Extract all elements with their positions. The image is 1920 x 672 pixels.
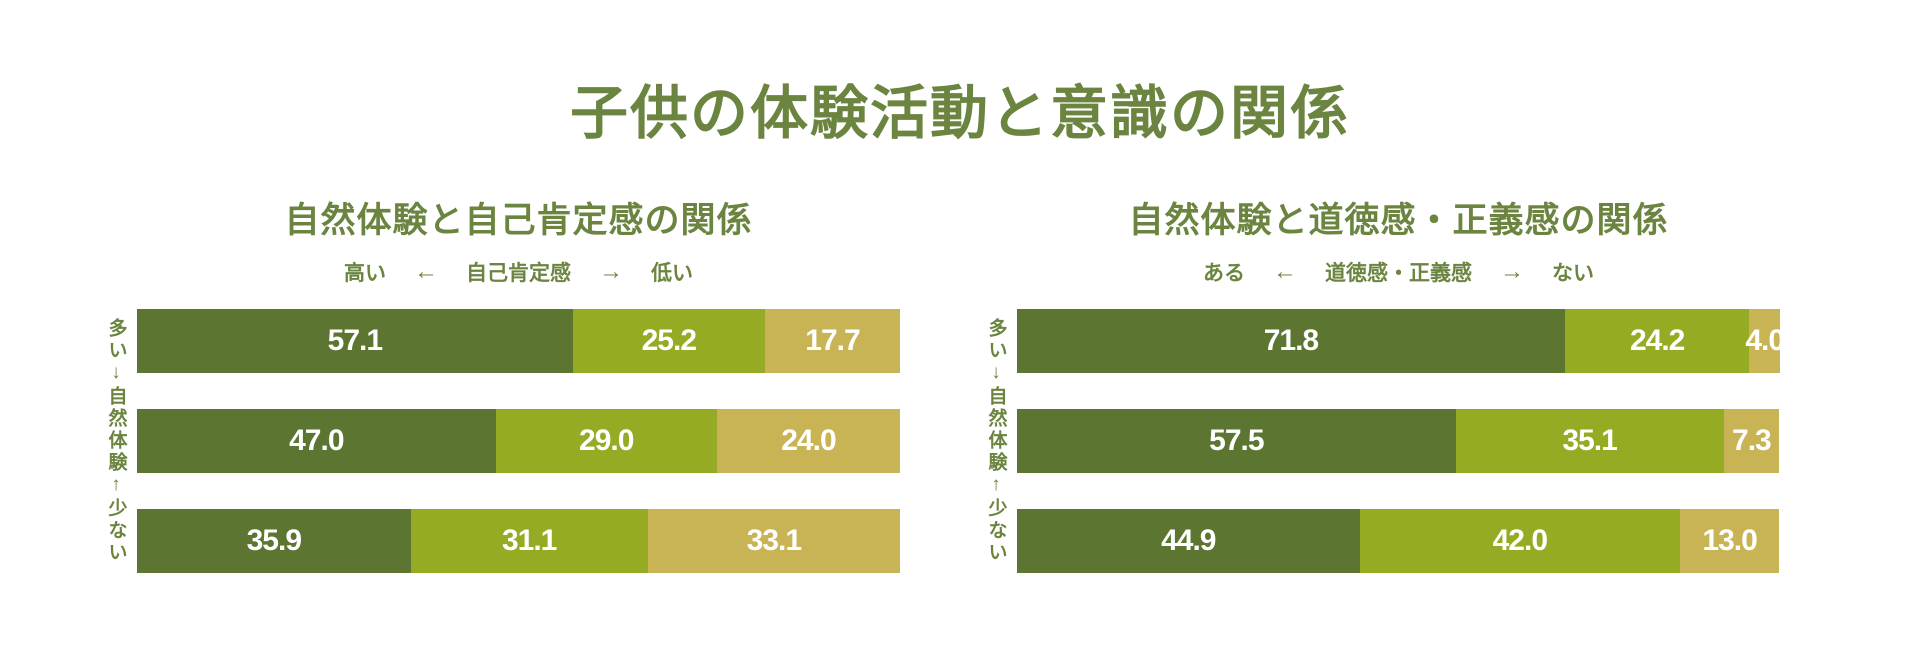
bar-segment: 4.0 [1745, 309, 1785, 373]
bar-row: 44.9 42.0 13.0 [1017, 509, 1780, 573]
bar-segment: 7.3 [1723, 409, 1780, 473]
page-title: 子供の体験活動と意識の関係 [569, 81, 1350, 146]
bar-segment: 35.1 [1455, 409, 1724, 473]
chart-axis-caption: 高い ← 自己肯定感 → 低い [137, 257, 900, 287]
bar-row: 71.8 24.2 4.0 [1017, 309, 1785, 373]
caption-measure: 自己肯定感 [466, 262, 571, 285]
chart-morality-justice: 自然体験と道徳感・正義感の関係 ある ← 道徳感・正義感 → ない 多い↓自然体… [975, 192, 1785, 573]
left-arrow-icon: ← [414, 258, 438, 285]
bar-segment: 29.0 [495, 409, 717, 473]
bar-row: 47.0 29.0 24.0 [137, 409, 900, 473]
chart-title: 自然体験と自己肯定感の関係 [284, 201, 753, 240]
bars-area: 71.8 24.2 4.0 57.5 35.1 7.3 44.9 42.0 13… [1017, 309, 1785, 573]
chart-body: 多い↓自然体験↑少ない 71.8 24.2 4.0 57.5 35.1 7.3 … [975, 309, 1785, 573]
bar-row: 57.1 25.2 17.7 [137, 309, 900, 373]
bar-segment: 57.5 [1017, 409, 1456, 473]
bar-segment: 44.9 [1017, 509, 1360, 573]
bar-segment: 24.2 [1564, 309, 1750, 373]
bar-segment: 17.7 [764, 309, 900, 373]
bar-segment: 57.1 [137, 309, 573, 373]
bar-row: 35.9 31.1 33.1 [137, 509, 900, 573]
y-axis-label: 多い↓自然体験↑少ない [105, 318, 127, 564]
y-axis-label: 多い↓自然体験↑少ない [985, 318, 1007, 564]
chart-body: 多い↓自然体験↑少ない 57.1 25.2 17.7 47.0 29.0 24.… [95, 309, 900, 573]
bar-segment: 47.0 [137, 409, 496, 473]
bar-segment: 31.1 [410, 509, 648, 573]
y-axis-label-column: 多い↓自然体験↑少ない [95, 309, 137, 573]
bars-area: 57.1 25.2 17.7 47.0 29.0 24.0 35.9 31.1 … [137, 309, 900, 573]
caption-measure: 道徳感・正義感 [1325, 262, 1472, 285]
caption-right-end: 低い [651, 262, 693, 285]
caption-right-end: ない [1552, 262, 1594, 285]
caption-left-end: 高い [344, 262, 386, 285]
chart-axis-caption: ある ← 道徳感・正義感 → ない [1017, 257, 1780, 287]
bar-segment: 13.0 [1680, 509, 1780, 573]
bar-segment: 35.9 [137, 509, 411, 573]
y-axis-label-column: 多い↓自然体験↑少ない [975, 309, 1017, 573]
bar-segment: 42.0 [1359, 509, 1681, 573]
bar-segment: 25.2 [572, 309, 765, 373]
left-arrow-icon: ← [1273, 258, 1297, 285]
chart-self-esteem: 自然体験と自己肯定感の関係 高い ← 自己肯定感 → 低い 多い↓自然体験↑少な… [95, 192, 900, 573]
bar-segment: 33.1 [647, 509, 900, 573]
chart-title: 自然体験と道徳感・正義感の関係 [1128, 201, 1669, 240]
bar-segment: 71.8 [1017, 309, 1565, 373]
charts-row: 自然体験と自己肯定感の関係 高い ← 自己肯定感 → 低い 多い↓自然体験↑少な… [0, 192, 1920, 573]
right-arrow-icon: → [599, 258, 623, 285]
caption-left-end: ある [1203, 262, 1245, 285]
bar-segment: 24.0 [716, 409, 900, 473]
bar-row: 57.5 35.1 7.3 [1017, 409, 1780, 473]
right-arrow-icon: → [1500, 258, 1524, 285]
